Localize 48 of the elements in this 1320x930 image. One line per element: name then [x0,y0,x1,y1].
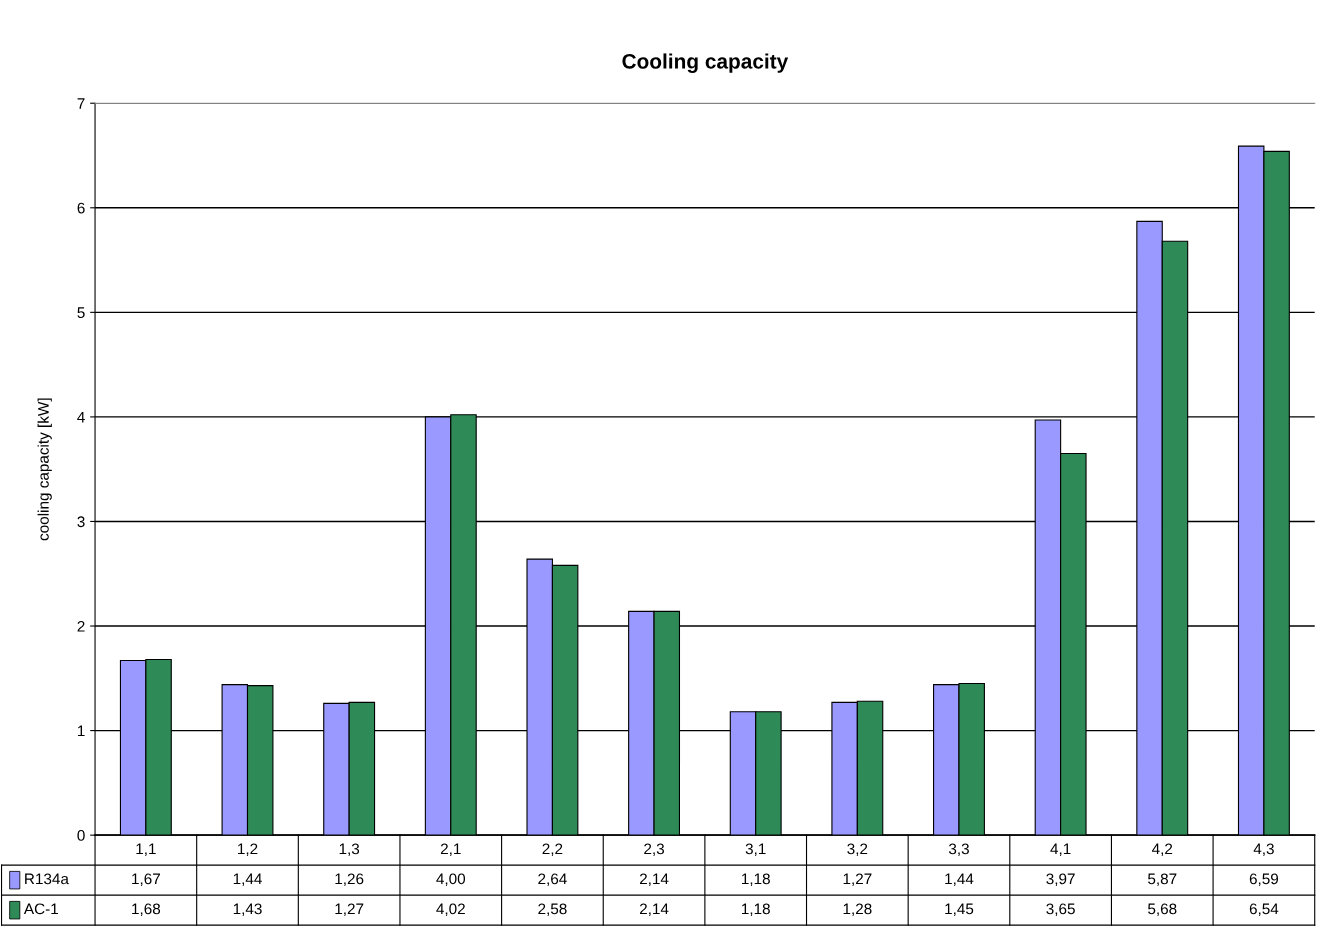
data-label: 1,68 [132,903,161,917]
x-tick-label: 3,1 [745,843,766,857]
y-tick-label: 5 [77,307,85,319]
chart-title: Cooling capacity [622,53,789,73]
x-tick-label: 1,2 [238,843,258,857]
data-label: 2,58 [538,903,567,917]
y-tick-label: 2 [77,620,85,632]
y-tick-label: 0 [77,830,85,841]
data-label: 1,27 [843,873,872,887]
data-label: 6,59 [1249,873,1279,887]
x-tick-label: 4,1 [1050,843,1071,857]
data-label: 1,44 [945,873,974,887]
x-tick-label: 4,2 [1151,843,1173,857]
x-tick-label: 4,3 [1253,843,1274,857]
x-tick-label: 3,2 [847,843,868,857]
data-label: 1,28 [843,903,872,917]
y-tick-label: 6 [77,202,85,214]
data-label: 1,18 [742,873,770,887]
legend-label: AC-1 [23,903,58,915]
data-label: 5,68 [1148,903,1177,917]
y-tick-label: 1 [77,725,85,737]
x-tick-label: 1,3 [339,843,360,857]
y-tick-label: 4 [77,411,85,423]
data-label: 6,54 [1249,903,1279,917]
data-label: 3,65 [1046,903,1075,917]
data-label: 1,67 [132,873,160,887]
y-tick-label: 3 [77,516,85,528]
x-tick-label: 2,3 [644,843,665,857]
x-tick-label: 2,1 [440,843,461,857]
data-label: 2,14 [639,903,669,917]
x-tick-label: 2,2 [542,843,563,857]
data-label: 1,18 [742,903,770,917]
data-label: 1,27 [335,903,364,917]
data-label: 2,64 [538,873,567,887]
data-label: 2,14 [639,873,669,887]
data-label: 4,00 [436,873,466,887]
data-label: 3,97 [1046,873,1075,887]
legend-label: R134a [25,873,69,885]
data-label: 1,44 [233,873,262,887]
x-tick-label: 3,3 [948,843,969,857]
y-axis-title: cooling capacity [kW] [37,398,52,541]
data-label: 5,87 [1148,873,1177,887]
x-tick-label: 1,1 [136,843,156,857]
y-tick-label: 7 [77,98,85,109]
data-label: 1,26 [335,873,364,887]
data-label: 1,45 [945,903,974,917]
data-label: 1,43 [233,903,262,917]
data-label: 4,02 [436,903,465,917]
